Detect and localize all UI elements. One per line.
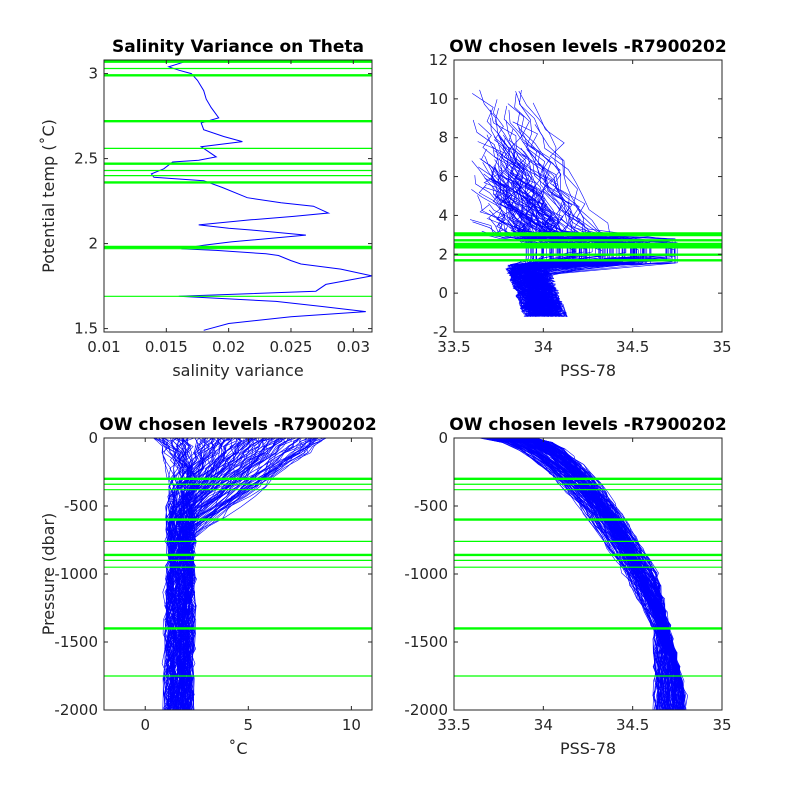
y-tick-label: 8 <box>438 129 448 147</box>
profile-line <box>511 438 680 710</box>
axes-frame <box>453 59 723 333</box>
y-tick-label: 1.5 <box>74 320 98 338</box>
y-tick-label: 0 <box>88 429 98 447</box>
chart-title: OW chosen levels -R7900202 <box>99 415 376 435</box>
y-tick-label: -500 <box>64 497 98 515</box>
y-tick-label: 12 <box>429 51 448 69</box>
chart-title: OW chosen levels -R7900202 <box>449 37 726 57</box>
plot-area <box>104 60 372 331</box>
x-tick-label: 34.5 <box>616 716 649 734</box>
y-tick-label: -1000 <box>404 565 448 583</box>
profile-line <box>499 438 663 710</box>
profile-line <box>507 438 661 710</box>
plot-area <box>104 438 372 710</box>
x-tick-label: 35 <box>712 338 731 356</box>
profile-line <box>522 438 670 710</box>
y-tick-label: -1000 <box>54 565 98 583</box>
axes-frame <box>103 59 373 333</box>
x-tick-label: 0.025 <box>270 338 313 356</box>
profile-line <box>478 166 561 317</box>
y-tick-label: -2000 <box>54 701 98 719</box>
profile-line <box>489 438 659 710</box>
x-tick-label: 34 <box>534 716 553 734</box>
y-tick-label: 2 <box>88 235 98 253</box>
x-tick-label: 0.02 <box>212 338 245 356</box>
y-tick-label: 3 <box>88 65 98 83</box>
x-tick-label: 0.01 <box>87 338 120 356</box>
profile-line <box>521 438 680 710</box>
profile-line <box>522 438 666 710</box>
x-tick-label: 33.5 <box>437 716 470 734</box>
y-tick-label: 0 <box>438 429 448 447</box>
profile-line <box>530 438 671 710</box>
y-tick-label: -1500 <box>404 633 448 651</box>
plot-area <box>454 89 722 317</box>
y-tick-label: 6 <box>438 168 448 186</box>
x-tick-label: 33.5 <box>437 338 470 356</box>
x-tick-label: 34.5 <box>616 338 649 356</box>
y-tick-label: 2.5 <box>74 150 98 168</box>
profile-line <box>479 89 556 317</box>
y-tick-label: 0 <box>438 284 448 302</box>
profile-line <box>530 124 675 317</box>
x-tick-label: 34 <box>534 338 553 356</box>
x-tick-label: 0.015 <box>145 338 188 356</box>
y-tick-label: -1500 <box>54 633 98 651</box>
chart-title: Salinity Variance on Theta <box>112 37 364 57</box>
x-tick-label: 0 <box>140 716 150 734</box>
y-tick-label: 4 <box>438 206 448 224</box>
profile-line <box>491 438 669 710</box>
chart-title: OW chosen levels -R7900202 <box>449 415 726 435</box>
x-axis-label: PSS-78 <box>560 361 616 380</box>
profile-line <box>514 255 556 317</box>
series-line-0 <box>150 61 372 331</box>
profile-line <box>494 159 604 317</box>
y-tick-label: 2 <box>438 245 448 263</box>
y-tick-label: -2000 <box>404 701 448 719</box>
profile-line <box>508 180 617 317</box>
profile-line <box>521 438 661 710</box>
plot-area <box>454 438 722 710</box>
profile-line <box>472 119 548 317</box>
profile-line <box>516 438 684 710</box>
x-axis-label: ˚C <box>228 739 247 758</box>
profile-line <box>509 245 563 317</box>
x-tick-label: 5 <box>244 716 254 734</box>
profile-line <box>509 438 683 710</box>
y-axis-label: Potential temp (˚C) <box>39 119 58 273</box>
profile-line <box>498 134 601 317</box>
panel-pressure-vs-temperature: 0 5 10 0 -500 -1000 -1500 -2000 OW chosen levels… <box>39 415 377 758</box>
y-axis-label: Pressure (dbar) <box>39 513 58 636</box>
profile-line <box>529 438 681 710</box>
y-tick-label: -500 <box>414 497 448 515</box>
x-tick-label: 0.03 <box>337 338 370 356</box>
y-tick-label: -2 <box>433 323 448 341</box>
x-tick-label: 10 <box>342 716 361 734</box>
y-tick-label: 10 <box>429 90 448 108</box>
x-axis-label: PSS-78 <box>560 739 616 758</box>
x-axis-label: salinity variance <box>172 361 303 380</box>
x-tick-label: 35 <box>712 716 731 734</box>
panel-salinity-variance: 0.01 0.015 0.02 0.025 0.03 1.5 2 2.5 3 Salinity V… <box>39 37 373 380</box>
profile-line <box>502 134 620 317</box>
panel-pressure-vs-salinity: 33.5 34 34.5 35 0 -500 -1000 -1500 -2000 OW chose… <box>404 415 731 758</box>
